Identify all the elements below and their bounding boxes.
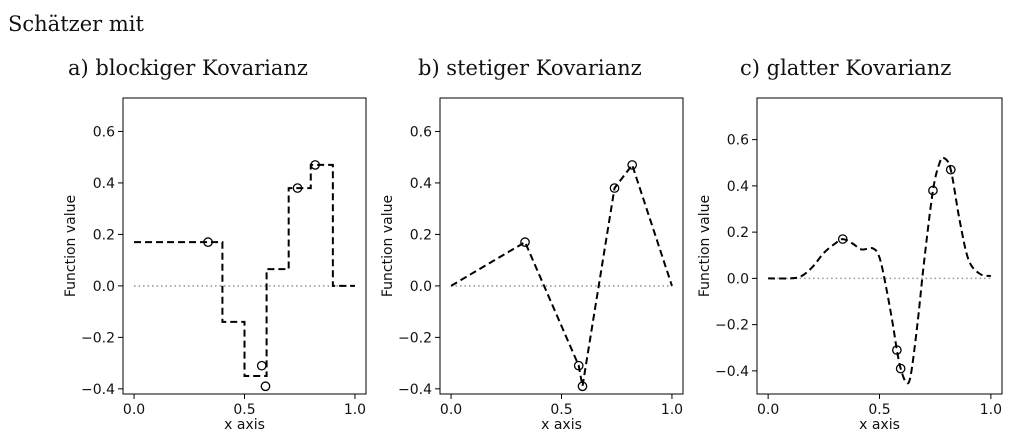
observation-point [256,360,267,371]
x-axis-label: x axis [224,417,265,433]
y-tick-label: 0.6 [727,133,749,149]
y-tick-label: −0.2 [398,330,432,346]
observation-point [837,234,848,244]
chart-b-title: b) stetiger Kovarianz [418,56,642,80]
figure-heading: Schätzer mit [8,12,144,36]
y-tick-label: 0.4 [93,176,115,192]
chart-c-title: c) glatter Kovarianz [740,56,952,80]
y-tick-label: 0.6 [410,124,432,140]
estimate-line [134,163,355,377]
y-tick-label: 0.2 [727,225,749,241]
plot-frame [122,97,367,395]
observation-point [609,183,620,193]
plot-frame [439,97,684,395]
observation-point [928,185,938,196]
observation-point [520,237,530,247]
estimate-line [768,156,992,385]
x-tick-label: 1.0 [661,402,683,418]
observation-point [945,164,956,175]
y-tick-label: 0.0 [410,279,432,295]
observation-point [895,363,906,374]
x-tick-label: 0.5 [550,402,572,418]
chart-b: 0.0 0.5 1.0 −0.4 −0.2 0.0 0.2 0.4 0.6 x axis Funct… [380,97,684,433]
x-tick-label: 0.0 [440,402,462,418]
y-tick-label: 0.6 [93,124,115,140]
y-tick-label: −0.4 [398,382,432,398]
observation-point [260,381,271,392]
x-axis-label: x axis [859,417,900,433]
observation-point [203,237,213,247]
y-tick-label: −0.2 [715,318,749,334]
y-tick-label: 0.2 [410,227,432,243]
y-tick-label: 0.2 [93,227,115,243]
y-axis-label: Function value [380,195,396,297]
observation-point [627,160,638,170]
chart-a: 0.0 0.5 1.0 −0.4 −0.2 0.0 0.2 0.4 0.6 x axis Funct… [63,97,367,433]
x-tick-label: 0.5 [233,402,255,418]
y-tick-label: 0.0 [727,271,749,287]
chart-c: 0.0 0.5 1.0 −0.4 −0.2 0.0 0.2 0.4 0.6 x axis Funct… [697,97,1003,433]
observation-point [573,360,584,371]
x-tick-label: 1.0 [344,402,366,418]
x-tick-label: 0.0 [123,402,145,418]
x-tick-label: 0.0 [757,402,779,418]
x-tick-label: 0.5 [868,402,890,418]
chart-a-title: a) blockiger Kovarianz [68,56,308,80]
y-tick-label: 0.4 [410,176,432,192]
y-tick-label: 0.4 [727,179,749,195]
y-axis-label: Function value [697,195,713,297]
x-axis-label: x axis [541,417,582,433]
y-tick-label: −0.2 [81,330,115,346]
y-axis-label: Function value [63,195,79,297]
y-tick-label: −0.4 [715,364,749,380]
y-tick-label: 0.0 [93,279,115,295]
observation-point [310,160,321,170]
observation-point [577,381,588,392]
estimate-line [450,162,673,387]
observation-point [892,345,902,355]
y-tick-label: −0.4 [81,382,115,398]
observation-point [292,183,303,193]
x-tick-label: 1.0 [980,402,1002,418]
